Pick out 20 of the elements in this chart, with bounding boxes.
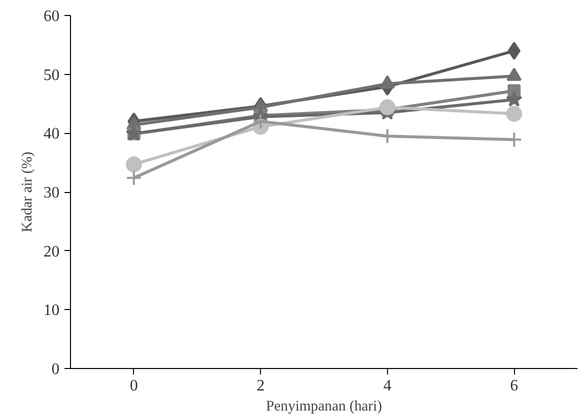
y-tick-label: 60 [44, 8, 60, 25]
point [506, 106, 522, 122]
x-tick-label: 0 [130, 378, 138, 394]
y-tick-label: 20 [44, 243, 60, 260]
x-tick-label: 2 [256, 378, 265, 394]
point [508, 42, 520, 60]
y-tick-label: 30 [44, 184, 60, 202]
y-tick-label: 10 [44, 302, 60, 320]
point [506, 91, 522, 107]
x-axis-title: Penyimpanan (hari) [266, 398, 382, 414]
point [252, 113, 269, 130]
point [379, 99, 396, 116]
y-tick-label: 0 [52, 361, 60, 378]
point [126, 156, 142, 172]
x-tick-label: 6 [510, 378, 518, 394]
y-tick-label: 40 [44, 126, 60, 143]
point [126, 170, 142, 186]
y-axis-title: Kadar air (%) [20, 152, 36, 232]
x-tick-label: 4 [383, 378, 392, 394]
y-tick-label: 50 [44, 66, 60, 84]
